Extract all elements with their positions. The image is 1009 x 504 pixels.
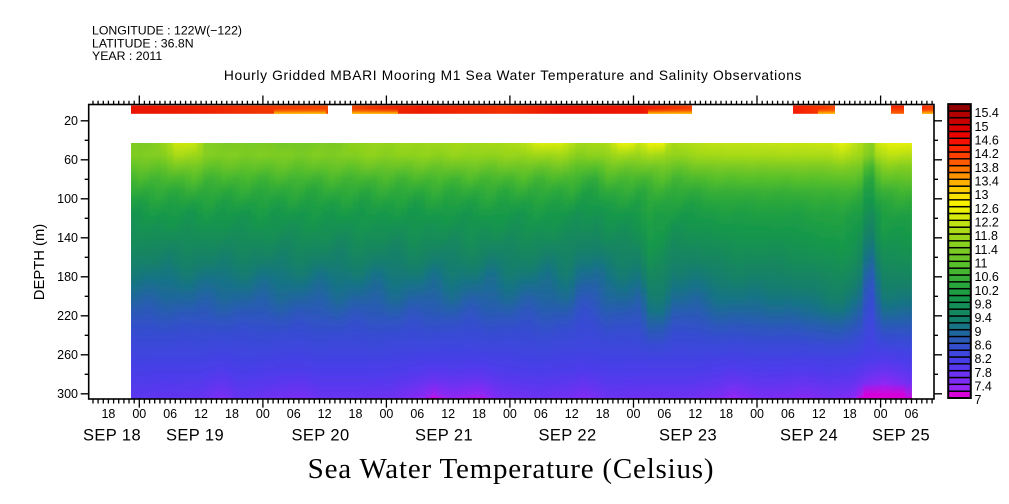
- svg-text:13: 13: [975, 188, 989, 202]
- svg-text:00: 00: [750, 407, 764, 421]
- svg-text:LATITUDE : 36.8N: LATITUDE : 36.8N: [92, 36, 194, 50]
- svg-text:10.2: 10.2: [975, 284, 999, 298]
- svg-text:7: 7: [975, 393, 982, 407]
- svg-text:DEPTH (m): DEPTH (m): [32, 224, 48, 301]
- svg-text:15: 15: [975, 120, 989, 134]
- svg-text:7.4: 7.4: [975, 380, 992, 394]
- svg-text:11.4: 11.4: [975, 243, 998, 257]
- svg-text:12: 12: [688, 407, 702, 421]
- svg-text:18: 18: [349, 407, 363, 421]
- svg-text:SEP 20: SEP 20: [291, 427, 349, 445]
- svg-text:7.8: 7.8: [975, 366, 992, 380]
- svg-text:8.2: 8.2: [975, 352, 992, 366]
- svg-text:12: 12: [318, 407, 332, 421]
- svg-text:SEP 24: SEP 24: [780, 427, 838, 445]
- svg-text:60: 60: [64, 153, 78, 167]
- svg-text:13.4: 13.4: [975, 175, 999, 189]
- svg-text:SEP 23: SEP 23: [659, 427, 717, 445]
- svg-text:00: 00: [379, 407, 393, 421]
- svg-text:06: 06: [163, 407, 177, 421]
- svg-text:00: 00: [503, 407, 517, 421]
- svg-text:180: 180: [57, 270, 78, 284]
- svg-text:9.4: 9.4: [975, 311, 992, 325]
- svg-text:12: 12: [812, 407, 826, 421]
- svg-text:8.6: 8.6: [975, 339, 992, 353]
- svg-text:18: 18: [719, 407, 733, 421]
- svg-text:11: 11: [975, 257, 988, 271]
- svg-text:13.8: 13.8: [975, 161, 999, 175]
- svg-text:06: 06: [534, 407, 548, 421]
- svg-text:18: 18: [596, 407, 610, 421]
- svg-text:Hourly Gridded MBARI Mooring M: Hourly Gridded MBARI Mooring M1 Sea Wate…: [224, 68, 802, 83]
- svg-text:9.8: 9.8: [975, 298, 992, 312]
- svg-text:12: 12: [441, 407, 455, 421]
- svg-text:YEAR : 2011: YEAR : 2011: [92, 49, 162, 63]
- svg-text:SEP 25: SEP 25: [872, 427, 930, 445]
- svg-text:SEP 22: SEP 22: [538, 427, 596, 445]
- svg-text:15.4: 15.4: [975, 106, 999, 120]
- svg-text:18: 18: [843, 407, 857, 421]
- svg-text:06: 06: [657, 407, 671, 421]
- svg-text:220: 220: [57, 309, 78, 323]
- svg-text:300: 300: [57, 387, 78, 401]
- svg-text:SEP 21: SEP 21: [415, 427, 473, 445]
- svg-text:18: 18: [225, 407, 239, 421]
- svg-text:18: 18: [472, 407, 486, 421]
- svg-text:14.2: 14.2: [975, 147, 999, 161]
- svg-text:20: 20: [64, 114, 78, 128]
- svg-text:00: 00: [874, 407, 888, 421]
- svg-text:06: 06: [287, 407, 301, 421]
- svg-text:12: 12: [194, 407, 208, 421]
- svg-text:SEP 18: SEP 18: [83, 427, 141, 445]
- svg-text:SEP 19: SEP 19: [166, 427, 224, 445]
- svg-text:260: 260: [57, 348, 78, 362]
- svg-text:18: 18: [101, 407, 115, 421]
- svg-text:Sea Water Temperature (Celsius: Sea Water Temperature (Celsius): [308, 453, 715, 485]
- svg-text:06: 06: [781, 407, 795, 421]
- svg-text:12: 12: [565, 407, 579, 421]
- svg-text:LONGITUDE : 122W(−122): LONGITUDE : 122W(−122): [92, 24, 242, 38]
- svg-text:100: 100: [57, 192, 78, 206]
- svg-text:00: 00: [132, 407, 146, 421]
- svg-text:06: 06: [905, 407, 919, 421]
- svg-text:140: 140: [57, 231, 78, 245]
- svg-text:11.8: 11.8: [975, 229, 998, 243]
- svg-text:9: 9: [975, 325, 982, 339]
- svg-text:12.2: 12.2: [975, 216, 999, 230]
- svg-text:10.6: 10.6: [975, 270, 999, 284]
- svg-text:00: 00: [256, 407, 270, 421]
- svg-text:12.6: 12.6: [975, 202, 999, 216]
- svg-text:00: 00: [627, 407, 641, 421]
- svg-text:06: 06: [410, 407, 424, 421]
- svg-text:14.6: 14.6: [975, 134, 999, 148]
